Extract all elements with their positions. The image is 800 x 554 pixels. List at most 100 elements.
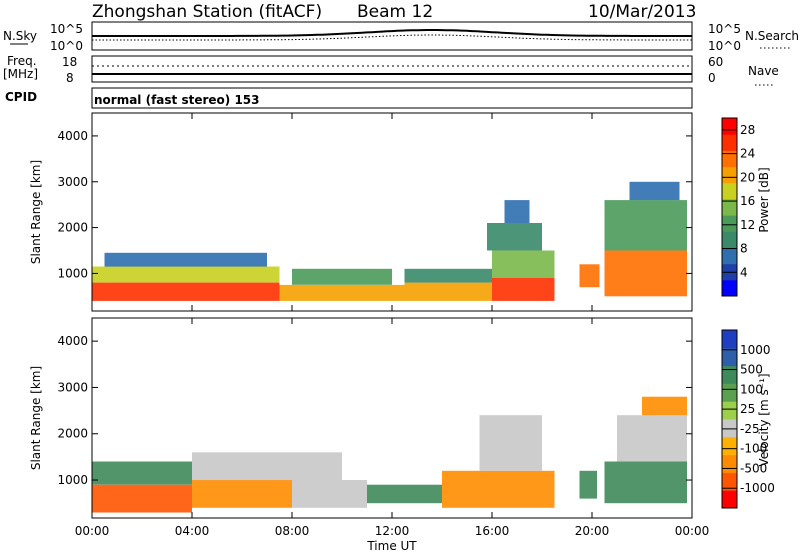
velocity-panel: 1000 2000 3000 4000 00:00 04:00 08:00 12:00 16:… bbox=[29, 317, 775, 553]
x-tick-label: 20:00 bbox=[575, 524, 610, 538]
power-cell bbox=[92, 282, 280, 301]
x-tick-label: 16:00 bbox=[475, 524, 510, 538]
velocity-cell bbox=[479, 415, 542, 471]
velocity-colorbar: -1000 -500 -100 -25 25 100 500 1000 bbox=[721, 329, 775, 509]
velocity-cell bbox=[192, 452, 342, 481]
colorbar-swatch bbox=[722, 436, 737, 456]
cpid-value: normal (fast stereo) 153 bbox=[94, 93, 260, 107]
velocity-colorbar-label: Velocity [m s⁻¹] bbox=[757, 373, 771, 466]
colorbar-swatch bbox=[722, 150, 737, 168]
velocity-heatmap bbox=[92, 396, 687, 513]
colorbar-swatch bbox=[722, 401, 737, 420]
power-cell bbox=[279, 284, 405, 301]
colorbar-swatch bbox=[722, 419, 737, 438]
colorbar-swatch bbox=[722, 198, 737, 216]
y-tick-label: 4000 bbox=[57, 334, 88, 348]
power-cell bbox=[604, 200, 687, 251]
power-cell bbox=[504, 200, 530, 223]
colorbar-swatch bbox=[722, 118, 737, 135]
velocity-cell bbox=[579, 470, 597, 499]
cpid-panel: CPID normal (fast stereo) 153 bbox=[5, 87, 693, 109]
noise-search-label: N.Search bbox=[745, 29, 799, 43]
colorbar-tick-label: 1000 bbox=[740, 343, 771, 357]
noise-sky-label: N.Sky bbox=[3, 29, 37, 43]
colorbar-frame bbox=[721, 329, 738, 509]
velocity-cell bbox=[367, 484, 442, 504]
power-cell bbox=[492, 278, 555, 301]
velocity-cell bbox=[617, 415, 687, 462]
x-tick-label: 00:00 bbox=[75, 524, 110, 538]
colorbar-swatch bbox=[722, 490, 737, 509]
power-panel: 1000 2000 3000 4000 Slant Range [km] 4 8 12 16… bbox=[29, 112, 771, 312]
power-cell bbox=[92, 266, 280, 283]
velocity-cell bbox=[604, 461, 687, 504]
velocity-x-axis: 00:00 04:00 08:00 12:00 16:00 20:00 00:00 bbox=[75, 318, 710, 538]
x-tick-label: 12:00 bbox=[375, 524, 410, 538]
colorbar-swatch bbox=[722, 247, 737, 265]
power-cell bbox=[492, 250, 555, 278]
colorbar-tick-label: 16 bbox=[740, 194, 755, 208]
velocity-y-label: Slant Range [km] bbox=[29, 366, 43, 470]
power-cell bbox=[604, 250, 687, 297]
noise-panel: N.Sky 10^5 10^0 10^5 10^0 N.Search bbox=[3, 21, 799, 53]
colorbar-swatch bbox=[722, 215, 737, 232]
colorbar-swatch bbox=[722, 383, 737, 402]
power-cell bbox=[404, 268, 492, 283]
frequency-panel: Freq. [MHz] 18 8 60 0 Nave bbox=[3, 54, 779, 86]
date-label: 10/Mar/2013 bbox=[588, 2, 696, 22]
power-cell bbox=[404, 282, 492, 301]
y-tick-label: 1000 bbox=[57, 473, 88, 487]
noise-sky-trace bbox=[92, 29, 692, 37]
y-tick-label: 4000 bbox=[57, 129, 88, 143]
colorbar-tick-label: -100 bbox=[740, 442, 767, 456]
velocity-cell bbox=[642, 396, 687, 416]
x-tick-label: 00:00 bbox=[675, 524, 710, 538]
power-colorbar: 4 8 12 16 20 24 28 bbox=[721, 117, 755, 297]
colorbar-tick-label: 24 bbox=[740, 147, 755, 161]
noise-right-tick-top: 10^5 bbox=[708, 22, 741, 36]
freq-label-2: [MHz] bbox=[3, 67, 38, 81]
colorbar-swatch bbox=[722, 347, 737, 367]
colorbar-swatch bbox=[722, 182, 737, 200]
velocity-cell bbox=[442, 470, 555, 508]
power-cell bbox=[292, 268, 392, 285]
colorbar-swatch bbox=[722, 166, 737, 184]
colorbar-swatch bbox=[722, 279, 737, 297]
colorbar-tick-label: 28 bbox=[740, 123, 755, 137]
colorbar-tick-label: 4 bbox=[740, 265, 748, 279]
colorbar-tick-label: 100 bbox=[740, 382, 763, 396]
colorbar-tick-label: 500 bbox=[740, 363, 763, 377]
colorbar-tick-label: 12 bbox=[740, 218, 755, 232]
colorbar-swatch bbox=[722, 330, 737, 349]
colorbar-tick-label: 25 bbox=[740, 402, 755, 416]
power-y-axis: 1000 2000 3000 4000 bbox=[57, 129, 692, 280]
velocity-y-axis: 1000 2000 3000 4000 bbox=[57, 334, 692, 487]
colorbar-tick-label: 8 bbox=[740, 242, 748, 256]
velocity-cell bbox=[292, 480, 367, 508]
colorbar-swatch bbox=[722, 231, 737, 248]
velocity-cell bbox=[192, 480, 292, 508]
power-x-axis bbox=[91, 113, 693, 311]
x-tick-label: 04:00 bbox=[175, 524, 210, 538]
noise-left-tick-top: 10^5 bbox=[50, 22, 83, 36]
noise-right-tick-bottom: 10^0 bbox=[708, 39, 741, 53]
freq-left-tick-top: 18 bbox=[62, 55, 77, 69]
cpid-label: CPID bbox=[5, 90, 37, 104]
y-tick-label: 1000 bbox=[57, 266, 88, 280]
colorbar-swatch bbox=[722, 472, 737, 491]
colorbar-swatch bbox=[722, 365, 737, 384]
y-tick-label: 2000 bbox=[57, 221, 88, 235]
colorbar-frame bbox=[721, 117, 738, 297]
y-tick-label: 3000 bbox=[57, 175, 88, 189]
beam-label: Beam 12 bbox=[357, 2, 433, 22]
freq-right-tick-bottom: 0 bbox=[708, 71, 716, 85]
freq-right-tick-top: 60 bbox=[708, 55, 723, 69]
x-tick-label: 08:00 bbox=[275, 524, 310, 538]
power-colorbar-label: Power [dB] bbox=[757, 167, 771, 232]
colorbar-tick-label: -500 bbox=[740, 461, 767, 475]
cpid-panel-frame bbox=[91, 87, 693, 109]
time-axis-label: Time UT bbox=[366, 539, 417, 553]
colorbar-swatch bbox=[722, 454, 737, 473]
power-cell bbox=[579, 264, 600, 288]
